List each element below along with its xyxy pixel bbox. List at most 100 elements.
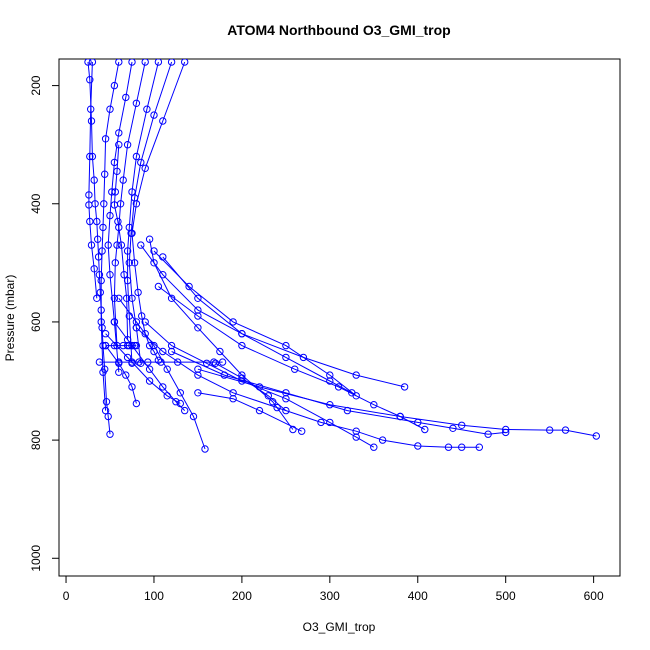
data-point — [414, 442, 422, 450]
data-point — [145, 377, 154, 385]
series-8 — [85, 59, 101, 302]
series-line — [158, 286, 426, 430]
data-point — [88, 59, 97, 66]
data-point — [110, 318, 119, 326]
data-point — [90, 265, 98, 273]
data-point — [123, 247, 132, 255]
data-point — [106, 430, 114, 438]
data-point — [352, 433, 360, 441]
series-9 — [110, 141, 132, 344]
data-point — [85, 201, 93, 209]
data-point — [291, 365, 299, 373]
data-point — [145, 341, 154, 350]
data-point — [128, 59, 136, 66]
series-13 — [159, 253, 409, 391]
data-point — [194, 389, 202, 397]
data-point — [370, 401, 378, 409]
data-point — [449, 424, 457, 432]
data-point — [154, 282, 163, 291]
data-point — [352, 427, 360, 435]
data-point — [255, 406, 264, 415]
data-point — [115, 59, 123, 66]
data-point — [99, 368, 107, 376]
series-line — [171, 351, 506, 435]
series-line — [197, 392, 302, 432]
data-point — [561, 426, 570, 434]
y-tick-label: 600 — [29, 312, 43, 332]
data-point — [95, 358, 104, 366]
data-point — [101, 406, 110, 415]
data-point — [132, 99, 141, 108]
data-point — [210, 358, 218, 366]
data-point — [145, 235, 154, 243]
data-point — [119, 176, 127, 184]
data-point — [87, 241, 96, 249]
x-tick-label: 200 — [232, 589, 252, 603]
data-point — [189, 412, 198, 421]
y-axis: 200 400 600 800 1000 — [29, 75, 60, 572]
data-point — [159, 117, 167, 125]
data-point — [194, 365, 202, 373]
chart-title: ATOM4 Northbound O3_GMI_trop — [227, 22, 450, 38]
data-point — [592, 432, 600, 440]
x-tick-label: 600 — [584, 589, 604, 603]
data-point — [85, 191, 93, 199]
data-point — [370, 443, 378, 451]
data-point — [141, 330, 149, 338]
series-19 — [211, 359, 290, 415]
data-point — [378, 436, 387, 444]
x-tick-label: 0 — [63, 589, 70, 603]
data-point — [123, 141, 132, 149]
data-point — [181, 59, 189, 66]
plot-frame — [58, 58, 621, 577]
data-point — [326, 371, 334, 379]
data-point — [396, 412, 404, 421]
data-point — [150, 341, 158, 350]
data-point — [128, 341, 136, 350]
series-6 — [125, 59, 176, 367]
x-tick-label: 300 — [320, 589, 340, 603]
data-point — [172, 398, 180, 406]
data-point — [167, 347, 176, 356]
data-point — [137, 241, 145, 249]
data-point — [128, 294, 136, 302]
series-line — [140, 244, 353, 394]
data-point — [135, 358, 143, 366]
data-point — [352, 392, 360, 400]
data-point — [185, 282, 193, 291]
data-point — [238, 374, 246, 382]
data-point — [150, 247, 158, 255]
series-21 — [115, 294, 209, 453]
series-18 — [194, 365, 600, 440]
data-point — [101, 170, 109, 178]
data-point — [194, 294, 202, 302]
y-tick-label: 400 — [29, 193, 43, 213]
series-line — [197, 368, 597, 437]
data-point — [125, 341, 134, 350]
data-point — [134, 288, 142, 297]
data-point — [143, 105, 151, 113]
data-point — [90, 176, 98, 184]
series-26 — [101, 341, 141, 350]
data-point — [421, 425, 429, 434]
data-point — [194, 312, 202, 320]
y-axis-label: Pressure (mbar) — [3, 275, 17, 362]
x-axis: 0 100 200 300 400 500 600 — [63, 575, 604, 603]
data-point — [104, 412, 112, 421]
data-point — [120, 271, 128, 279]
data-point — [101, 330, 110, 338]
data-point — [167, 59, 176, 66]
data-point — [87, 117, 96, 125]
series-line — [113, 144, 129, 340]
data-point — [400, 383, 409, 391]
series-line — [215, 362, 287, 411]
data-point — [138, 312, 146, 320]
data-point — [334, 383, 343, 391]
data-point — [132, 324, 141, 332]
data-point — [282, 353, 290, 362]
data-point — [86, 152, 94, 161]
series-line — [136, 327, 480, 448]
y-tick-label: 1000 — [29, 545, 43, 572]
data-point — [93, 294, 101, 302]
data-point — [84, 59, 92, 66]
